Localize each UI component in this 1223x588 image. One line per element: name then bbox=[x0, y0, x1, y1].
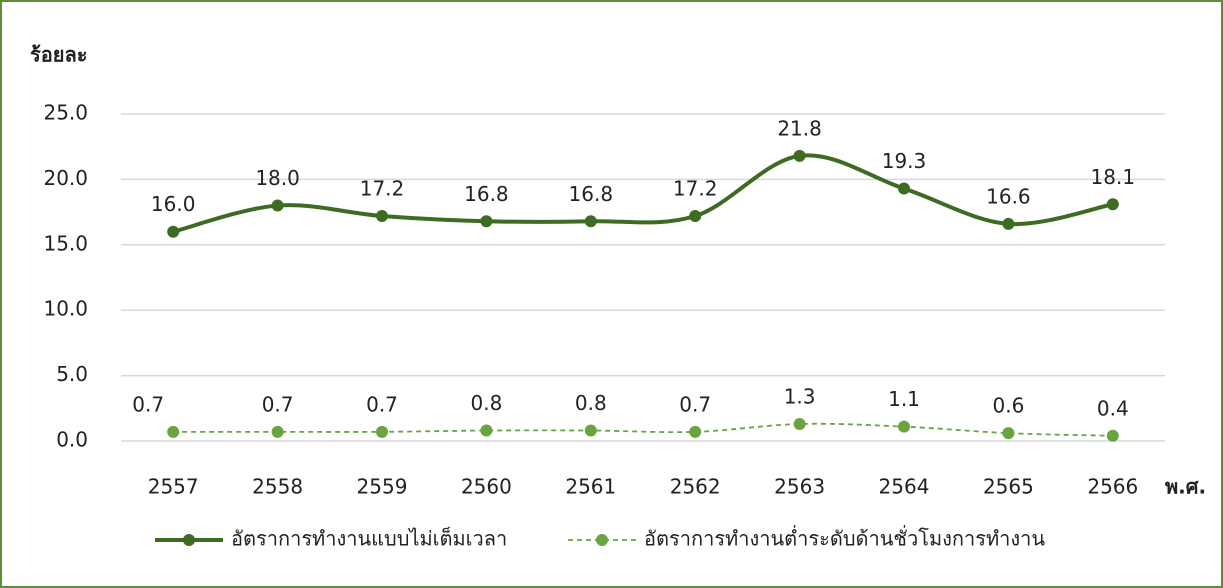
data-point bbox=[584, 424, 597, 437]
data-label: 0.6 bbox=[992, 394, 1024, 418]
x-axis-label: พ.ศ. bbox=[1165, 475, 1206, 499]
data-label: 1.3 bbox=[784, 384, 816, 408]
data-point bbox=[898, 182, 910, 195]
data-point bbox=[793, 417, 806, 430]
data-label: 16.0 bbox=[151, 192, 196, 216]
data-point bbox=[689, 425, 702, 438]
legend-marker bbox=[596, 534, 608, 546]
data-point bbox=[480, 215, 493, 228]
data-point bbox=[376, 210, 388, 223]
data-point bbox=[376, 425, 388, 438]
y-tick-label: 0.0 bbox=[56, 428, 88, 452]
x-tick-label: 2557 bbox=[148, 475, 199, 499]
data-label: 0.8 bbox=[575, 391, 607, 415]
x-tick-label: 2561 bbox=[565, 475, 616, 499]
x-tick-label: 2566 bbox=[1087, 475, 1138, 499]
data-point bbox=[1002, 427, 1015, 440]
y-tick-label: 25.0 bbox=[43, 101, 88, 125]
data-point bbox=[271, 425, 284, 438]
data-point bbox=[1106, 198, 1119, 211]
data-label: 17.2 bbox=[673, 177, 718, 201]
data-label: 18.1 bbox=[1091, 165, 1136, 189]
data-label: 0.7 bbox=[262, 392, 294, 416]
data-point bbox=[793, 149, 806, 162]
x-tick-label: 2562 bbox=[670, 475, 721, 499]
y-tick-label: 15.0 bbox=[43, 231, 88, 255]
x-tick-label: 2564 bbox=[879, 475, 930, 499]
data-point bbox=[167, 425, 180, 438]
data-label: 0.7 bbox=[132, 392, 164, 416]
x-tick-label: 2560 bbox=[461, 475, 512, 499]
series-line bbox=[173, 422, 1113, 437]
data-label: 16.8 bbox=[569, 182, 614, 206]
data-label: 0.4 bbox=[1097, 396, 1129, 420]
data-label: 0.7 bbox=[366, 392, 398, 416]
data-point bbox=[689, 210, 702, 223]
data-label: 21.8 bbox=[777, 116, 822, 140]
data-label: 0.7 bbox=[679, 392, 711, 416]
data-point bbox=[1002, 217, 1015, 230]
legend-label: อัตราการทำงานต่ำระดับด้านชั่วโมงการทำงาน bbox=[644, 525, 1045, 551]
data-label: 19.3 bbox=[882, 149, 927, 173]
data-point bbox=[1106, 429, 1119, 442]
y-tick-label: 5.0 bbox=[56, 362, 88, 386]
data-point bbox=[271, 199, 284, 212]
series-line bbox=[172, 153, 1114, 234]
legend-label: อัตราการทำงานแบบไม่เต็มเวลา bbox=[231, 526, 507, 551]
x-tick-label: 2559 bbox=[357, 475, 408, 499]
data-label: 16.6 bbox=[986, 184, 1031, 208]
legend-marker bbox=[183, 534, 195, 546]
x-tick-label: 2558 bbox=[252, 475, 303, 499]
data-point bbox=[167, 225, 180, 238]
y-axis-label: ร้อยละ bbox=[30, 43, 87, 67]
data-label: 18.0 bbox=[255, 166, 300, 190]
y-tick-label: 20.0 bbox=[43, 166, 88, 190]
data-label: 0.8 bbox=[470, 391, 502, 415]
x-tick-label: 2563 bbox=[774, 475, 825, 499]
data-label: 16.8 bbox=[464, 182, 509, 206]
data-point bbox=[480, 424, 493, 437]
data-label: 17.2 bbox=[360, 177, 405, 201]
data-point bbox=[584, 215, 597, 228]
data-point bbox=[898, 420, 910, 433]
y-tick-label: 10.0 bbox=[43, 297, 88, 321]
x-tick-label: 2565 bbox=[983, 475, 1034, 499]
data-label: 1.1 bbox=[888, 387, 920, 411]
